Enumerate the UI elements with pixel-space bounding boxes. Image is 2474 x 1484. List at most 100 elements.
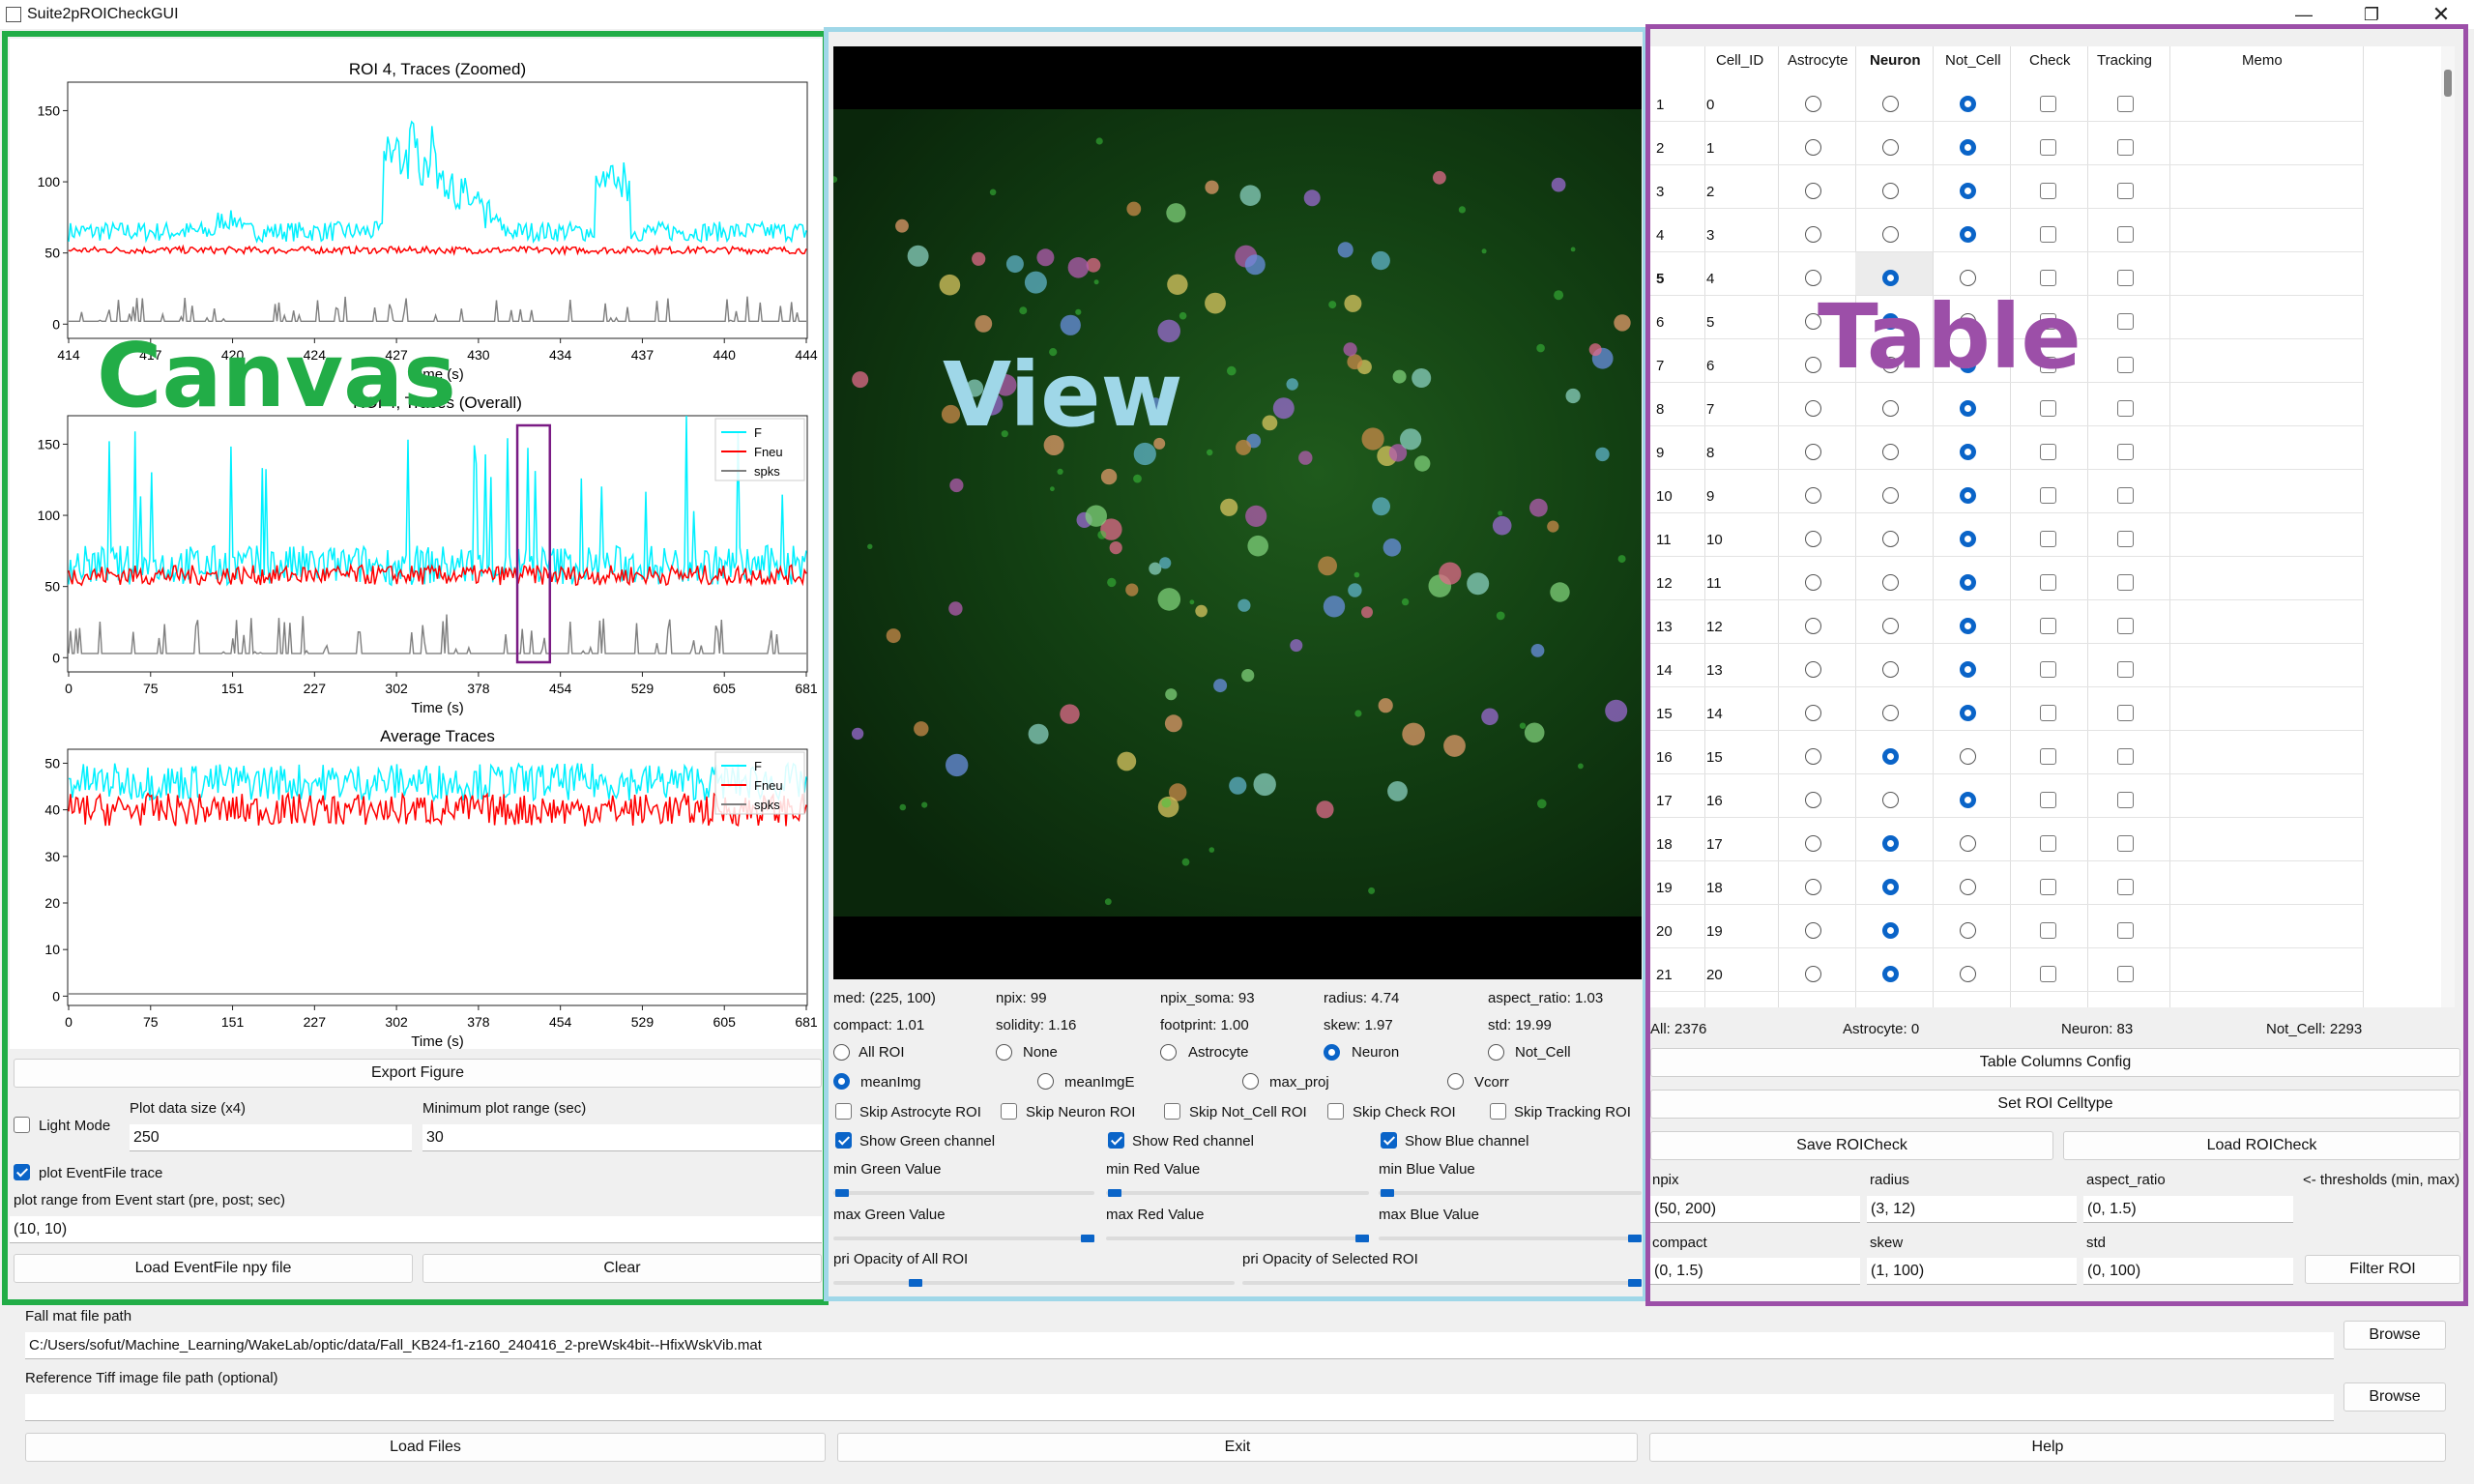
table-row[interactable] bbox=[1650, 164, 2363, 208]
check-checkbox[interactable] bbox=[2040, 966, 2056, 982]
skip-astrocyte-checkbox[interactable] bbox=[835, 1103, 852, 1120]
neuron-radio[interactable] bbox=[1882, 226, 1899, 243]
astrocyte-radio[interactable] bbox=[1805, 922, 1821, 939]
tracking-checkbox[interactable] bbox=[2117, 487, 2134, 504]
tracking-checkbox[interactable] bbox=[2117, 922, 2134, 939]
neuron-radio[interactable] bbox=[1882, 966, 1899, 982]
table-columns-config-button[interactable]: Table Columns Config bbox=[1650, 1048, 2460, 1077]
header-cell-id[interactable]: Cell_ID bbox=[1716, 52, 1764, 69]
neuron-radio[interactable] bbox=[1882, 835, 1899, 852]
not-cell-radio[interactable] bbox=[1960, 400, 1976, 417]
table-row[interactable] bbox=[1650, 643, 2363, 686]
not-cell-radio[interactable] bbox=[1960, 357, 1976, 373]
minimize-icon[interactable]: — bbox=[2295, 5, 2313, 24]
tracking-checkbox[interactable] bbox=[2117, 226, 2134, 243]
table-row[interactable] bbox=[1650, 208, 2363, 251]
load-roicheck-button[interactable]: Load ROICheck bbox=[2063, 1131, 2460, 1160]
overall-trace-chart[interactable]: ROI 4, Traces (Overall) 0 50 100 150 0 75 151 22… bbox=[10, 392, 822, 720]
zoomed-trace-chart[interactable]: ROI 4, Traces (Zoomed) 0 50 100 150 414 417 420… bbox=[10, 58, 822, 387]
astrocyte-radio[interactable] bbox=[1805, 487, 1821, 504]
check-checkbox[interactable] bbox=[2040, 400, 2056, 417]
none-radio[interactable] bbox=[996, 1044, 1012, 1061]
exit-button[interactable]: Exit bbox=[837, 1433, 1638, 1462]
meanimge-radio[interactable] bbox=[1037, 1073, 1054, 1090]
max-blue-handle[interactable] bbox=[1628, 1235, 1642, 1242]
not-cell-radio[interactable] bbox=[1960, 835, 1976, 852]
check-checkbox[interactable] bbox=[2040, 574, 2056, 591]
table-scrollbar[interactable] bbox=[2441, 46, 2455, 1007]
neuron-radio[interactable] bbox=[1882, 922, 1899, 939]
neuron-radio[interactable] bbox=[1882, 96, 1899, 112]
astrocyte-radio[interactable] bbox=[1805, 792, 1821, 808]
check-checkbox[interactable] bbox=[2040, 661, 2056, 678]
check-checkbox[interactable] bbox=[2040, 313, 2056, 330]
not-cell-radio[interactable] bbox=[1960, 705, 1976, 721]
not-cell-radio[interactable] bbox=[1960, 618, 1976, 634]
neuron-radio[interactable] bbox=[1882, 879, 1899, 895]
astrocyte-radio[interactable] bbox=[1805, 444, 1821, 460]
astrocyte-radio[interactable] bbox=[1805, 531, 1821, 547]
check-checkbox[interactable] bbox=[2040, 270, 2056, 286]
tracking-checkbox[interactable] bbox=[2117, 792, 2134, 808]
astrocyte-radio[interactable] bbox=[1805, 618, 1821, 634]
table-row[interactable] bbox=[1650, 773, 2363, 817]
opacity-all-handle[interactable] bbox=[909, 1279, 922, 1287]
astrocyte-radio[interactable] bbox=[1805, 357, 1821, 373]
neuron-radio[interactable] bbox=[1882, 661, 1899, 678]
show-blue-checkbox[interactable] bbox=[1381, 1132, 1397, 1149]
table-row[interactable] bbox=[1650, 425, 2363, 469]
table-row[interactable] bbox=[1650, 730, 2363, 773]
light-mode-checkbox[interactable] bbox=[14, 1117, 30, 1133]
skip-check-checkbox[interactable] bbox=[1327, 1103, 1344, 1120]
thresh-aspect-input[interactable] bbox=[2083, 1196, 2293, 1223]
neuron-radio[interactable] bbox=[1882, 574, 1899, 591]
check-checkbox[interactable] bbox=[2040, 226, 2056, 243]
neuron-radio[interactable] bbox=[1882, 444, 1899, 460]
min-red-handle[interactable] bbox=[1108, 1189, 1121, 1197]
check-checkbox[interactable] bbox=[2040, 183, 2056, 199]
check-checkbox[interactable] bbox=[2040, 357, 2056, 373]
table-row[interactable] bbox=[1650, 860, 2363, 904]
tracking-checkbox[interactable] bbox=[2117, 748, 2134, 765]
neuron-radio[interactable] bbox=[1882, 792, 1899, 808]
table-scroll-thumb[interactable] bbox=[2444, 70, 2452, 97]
thresh-std-input[interactable] bbox=[2083, 1258, 2293, 1285]
tracking-checkbox[interactable] bbox=[2117, 966, 2134, 982]
astrocyte-radio[interactable] bbox=[1805, 835, 1821, 852]
tiff-path-input[interactable] bbox=[25, 1394, 2334, 1421]
opacity-all-slider[interactable] bbox=[833, 1281, 1235, 1285]
table-row[interactable] bbox=[1650, 817, 2363, 860]
astrocyte-radio[interactable] bbox=[1805, 966, 1821, 982]
not-cell-radio[interactable] bbox=[1960, 96, 1976, 112]
min-range-input[interactable] bbox=[422, 1124, 822, 1151]
not-cell-radio[interactable] bbox=[1960, 226, 1976, 243]
not-cell-radio[interactable] bbox=[1960, 313, 1976, 330]
neuron-radio[interactable] bbox=[1882, 400, 1899, 417]
average-trace-chart[interactable]: Average Traces 0 10 20 30 40 50 0 75 151 227 302 378… bbox=[10, 725, 822, 1054]
set-roi-celltype-button[interactable]: Set ROI Celltype bbox=[1650, 1090, 2460, 1119]
plot-event-checkbox[interactable] bbox=[14, 1164, 30, 1180]
not-cell-radio[interactable] bbox=[1960, 183, 1976, 199]
astrocyte-radio[interactable] bbox=[1805, 400, 1821, 417]
table-row[interactable] bbox=[1650, 77, 2363, 121]
max-proj-radio[interactable] bbox=[1242, 1073, 1259, 1090]
not-cell-radio[interactable] bbox=[1960, 574, 1976, 591]
astrocyte-radio[interactable] bbox=[1160, 1044, 1177, 1061]
opacity-selected-slider[interactable] bbox=[1242, 1281, 1642, 1285]
thresh-compact-input[interactable] bbox=[1650, 1258, 1860, 1285]
tracking-checkbox[interactable] bbox=[2117, 444, 2134, 460]
astrocyte-radio[interactable] bbox=[1805, 139, 1821, 156]
astrocyte-radio[interactable] bbox=[1805, 574, 1821, 591]
tracking-checkbox[interactable] bbox=[2117, 618, 2134, 634]
filter-roi-button[interactable]: Filter ROI bbox=[2305, 1255, 2460, 1284]
check-checkbox[interactable] bbox=[2040, 487, 2056, 504]
load-files-button[interactable]: Load Files bbox=[25, 1433, 826, 1462]
check-checkbox[interactable] bbox=[2040, 139, 2056, 156]
tiff-browse-button[interactable]: Browse bbox=[2343, 1382, 2446, 1411]
header-memo[interactable]: Memo bbox=[2242, 52, 2283, 69]
min-blue-handle[interactable] bbox=[1381, 1189, 1394, 1197]
astrocyte-radio[interactable] bbox=[1805, 748, 1821, 765]
astrocyte-radio[interactable] bbox=[1805, 96, 1821, 112]
tracking-checkbox[interactable] bbox=[2117, 183, 2134, 199]
check-checkbox[interactable] bbox=[2040, 96, 2056, 112]
